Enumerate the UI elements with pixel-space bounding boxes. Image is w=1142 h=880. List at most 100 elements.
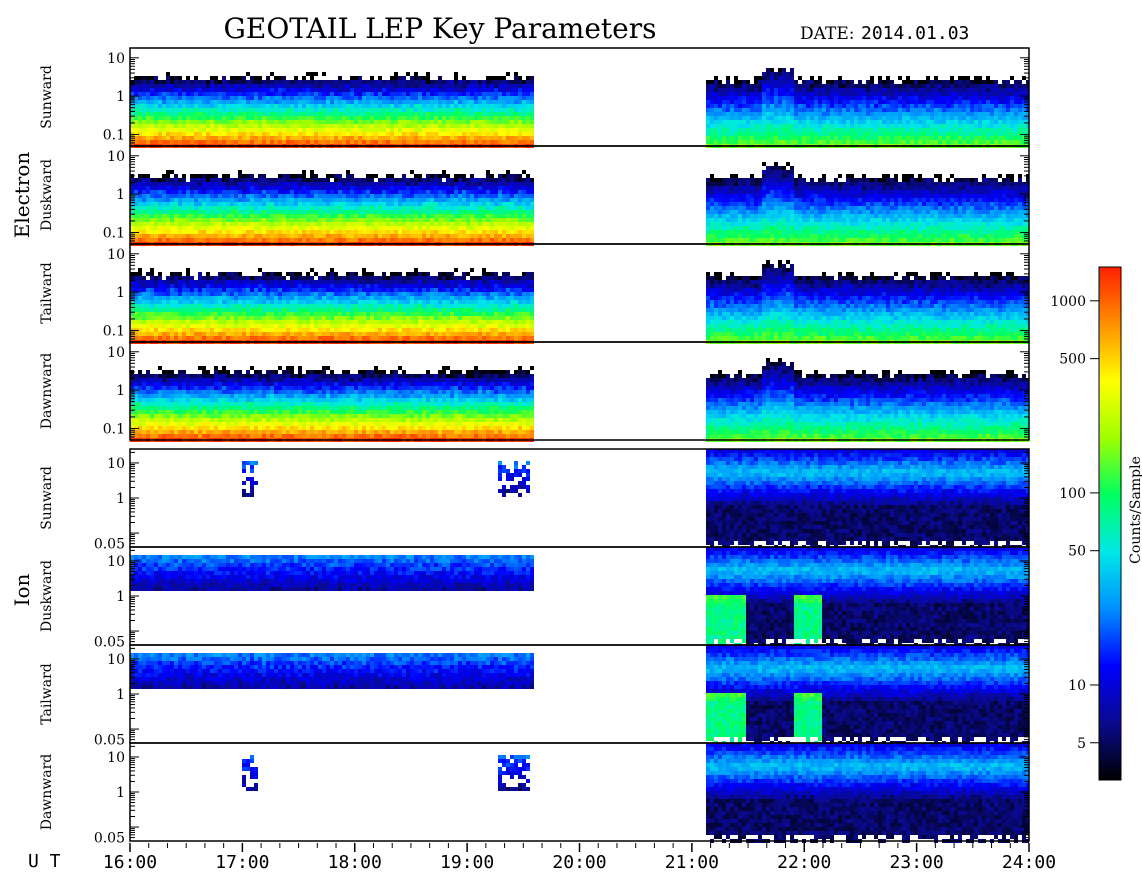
spectrogram-cell — [358, 218, 362, 222]
spectrogram-cell — [438, 108, 442, 112]
spectrogram-cell — [730, 132, 734, 136]
spectrogram-cell — [526, 84, 530, 88]
spectrogram-cell — [326, 92, 330, 96]
spectrogram-cell — [294, 84, 298, 88]
spectrogram-cell — [410, 230, 414, 234]
spectrogram-cell — [282, 140, 286, 144]
spectrogram-cell — [874, 120, 878, 124]
spectrogram-cell — [186, 116, 190, 120]
spectrogram-cell — [1018, 80, 1022, 84]
spectrogram-cell — [234, 206, 238, 210]
spectrogram-cell — [462, 222, 466, 226]
spectrogram-cell — [410, 170, 414, 174]
spectrogram-cell — [454, 190, 458, 194]
spectrogram-cell — [318, 104, 322, 108]
spectrogram-cell — [446, 218, 450, 222]
spectrogram-cell — [822, 124, 826, 128]
spectrogram-cell — [346, 206, 350, 210]
spectrogram-cell — [206, 222, 210, 226]
spectrogram-cell — [294, 186, 298, 190]
spectrogram-cell — [850, 120, 854, 124]
spectrogram-cell — [278, 198, 282, 202]
spectrogram-cell — [302, 182, 306, 186]
spectrogram-cell — [346, 96, 350, 100]
spectrogram-cell — [174, 234, 178, 238]
spectrogram-cell — [286, 234, 290, 238]
spectrogram-cell — [474, 116, 478, 120]
spectrogram-cell — [198, 132, 202, 136]
spectrogram-cell — [514, 88, 518, 92]
spectrogram-cell — [290, 80, 294, 84]
spectrogram-cell — [414, 76, 418, 80]
spectrogram-cell — [974, 116, 978, 120]
spectrogram-cell — [250, 238, 254, 242]
spectrogram-cell — [742, 80, 746, 84]
spectrogram-cell — [506, 222, 510, 226]
spectrogram-cell — [778, 120, 782, 124]
spectrogram-cell — [146, 230, 150, 234]
spectrogram-cell — [978, 136, 982, 140]
spectrogram-cell — [714, 112, 718, 116]
spectrogram-cell — [950, 88, 954, 92]
spectrogram-cell — [402, 84, 406, 88]
spectrogram-cell — [462, 182, 466, 186]
spectrogram-cell — [274, 124, 278, 128]
spectrogram-cell — [474, 214, 478, 218]
spectrogram-cell — [254, 116, 258, 120]
spectrogram-cell — [1010, 76, 1014, 80]
spectrogram-cell — [490, 84, 494, 88]
spectrogram-cell — [214, 238, 218, 242]
spectrogram-cell — [158, 84, 162, 88]
spectrogram-cell — [470, 124, 474, 128]
spectrogram-cell — [206, 238, 210, 242]
spectrogram-cell — [454, 198, 458, 202]
spectrogram-cell — [226, 174, 230, 178]
spectrogram-cell — [826, 132, 830, 136]
spectrogram-cell — [990, 132, 994, 136]
spectrogram-cell — [314, 214, 318, 218]
spectrogram-cell — [314, 234, 318, 238]
spectrogram-cell — [866, 116, 870, 120]
spectrogram-cell — [282, 202, 286, 206]
spectrogram-cell — [870, 92, 874, 96]
spectrogram-cell — [290, 116, 294, 120]
spectrogram-cell — [162, 178, 166, 182]
spectrogram-cell — [706, 140, 710, 144]
spectrogram-cell — [402, 128, 406, 132]
spectrogram-cell — [370, 218, 374, 222]
spectrogram-cell — [986, 140, 990, 144]
spectrogram-cell — [314, 72, 318, 76]
spectrogram-cell — [1002, 92, 1006, 96]
spectrogram-cell — [150, 76, 154, 80]
spectrogram-cell — [338, 202, 342, 206]
spectrogram-cell — [526, 186, 530, 190]
spectrogram-cell — [226, 190, 230, 194]
spectrogram-cell — [894, 132, 898, 136]
spectrogram-cell — [294, 76, 298, 80]
spectrogram-cell — [934, 112, 938, 116]
spectrogram-cell — [394, 132, 398, 136]
spectrogram-cell — [182, 136, 186, 140]
spectrogram-cell — [318, 132, 322, 136]
spectrogram-cell — [518, 96, 522, 100]
spectrogram-cell — [454, 194, 458, 198]
spectrogram-cell — [522, 210, 526, 214]
spectrogram-cell — [438, 120, 442, 124]
spectrogram-cell — [306, 112, 310, 116]
spectrogram-cell — [802, 140, 806, 144]
spectrogram-cell — [1006, 120, 1010, 124]
spectrogram-cell — [254, 210, 258, 214]
spectrogram-cell — [246, 222, 250, 226]
spectrogram-cell — [482, 120, 486, 124]
spectrogram-cell — [494, 100, 498, 104]
spectrogram-cell — [850, 104, 854, 108]
spectrogram-cell — [494, 120, 498, 124]
spectrogram-cell — [266, 226, 270, 230]
spectrogram-cell — [962, 84, 966, 88]
spectrogram-cell — [162, 120, 166, 124]
spectrogram-cell — [218, 92, 222, 96]
spectrogram-cell — [722, 112, 726, 116]
spectrogram-cell — [446, 80, 450, 84]
spectrogram-cell — [498, 132, 502, 136]
spectrogram-cell — [930, 108, 934, 112]
